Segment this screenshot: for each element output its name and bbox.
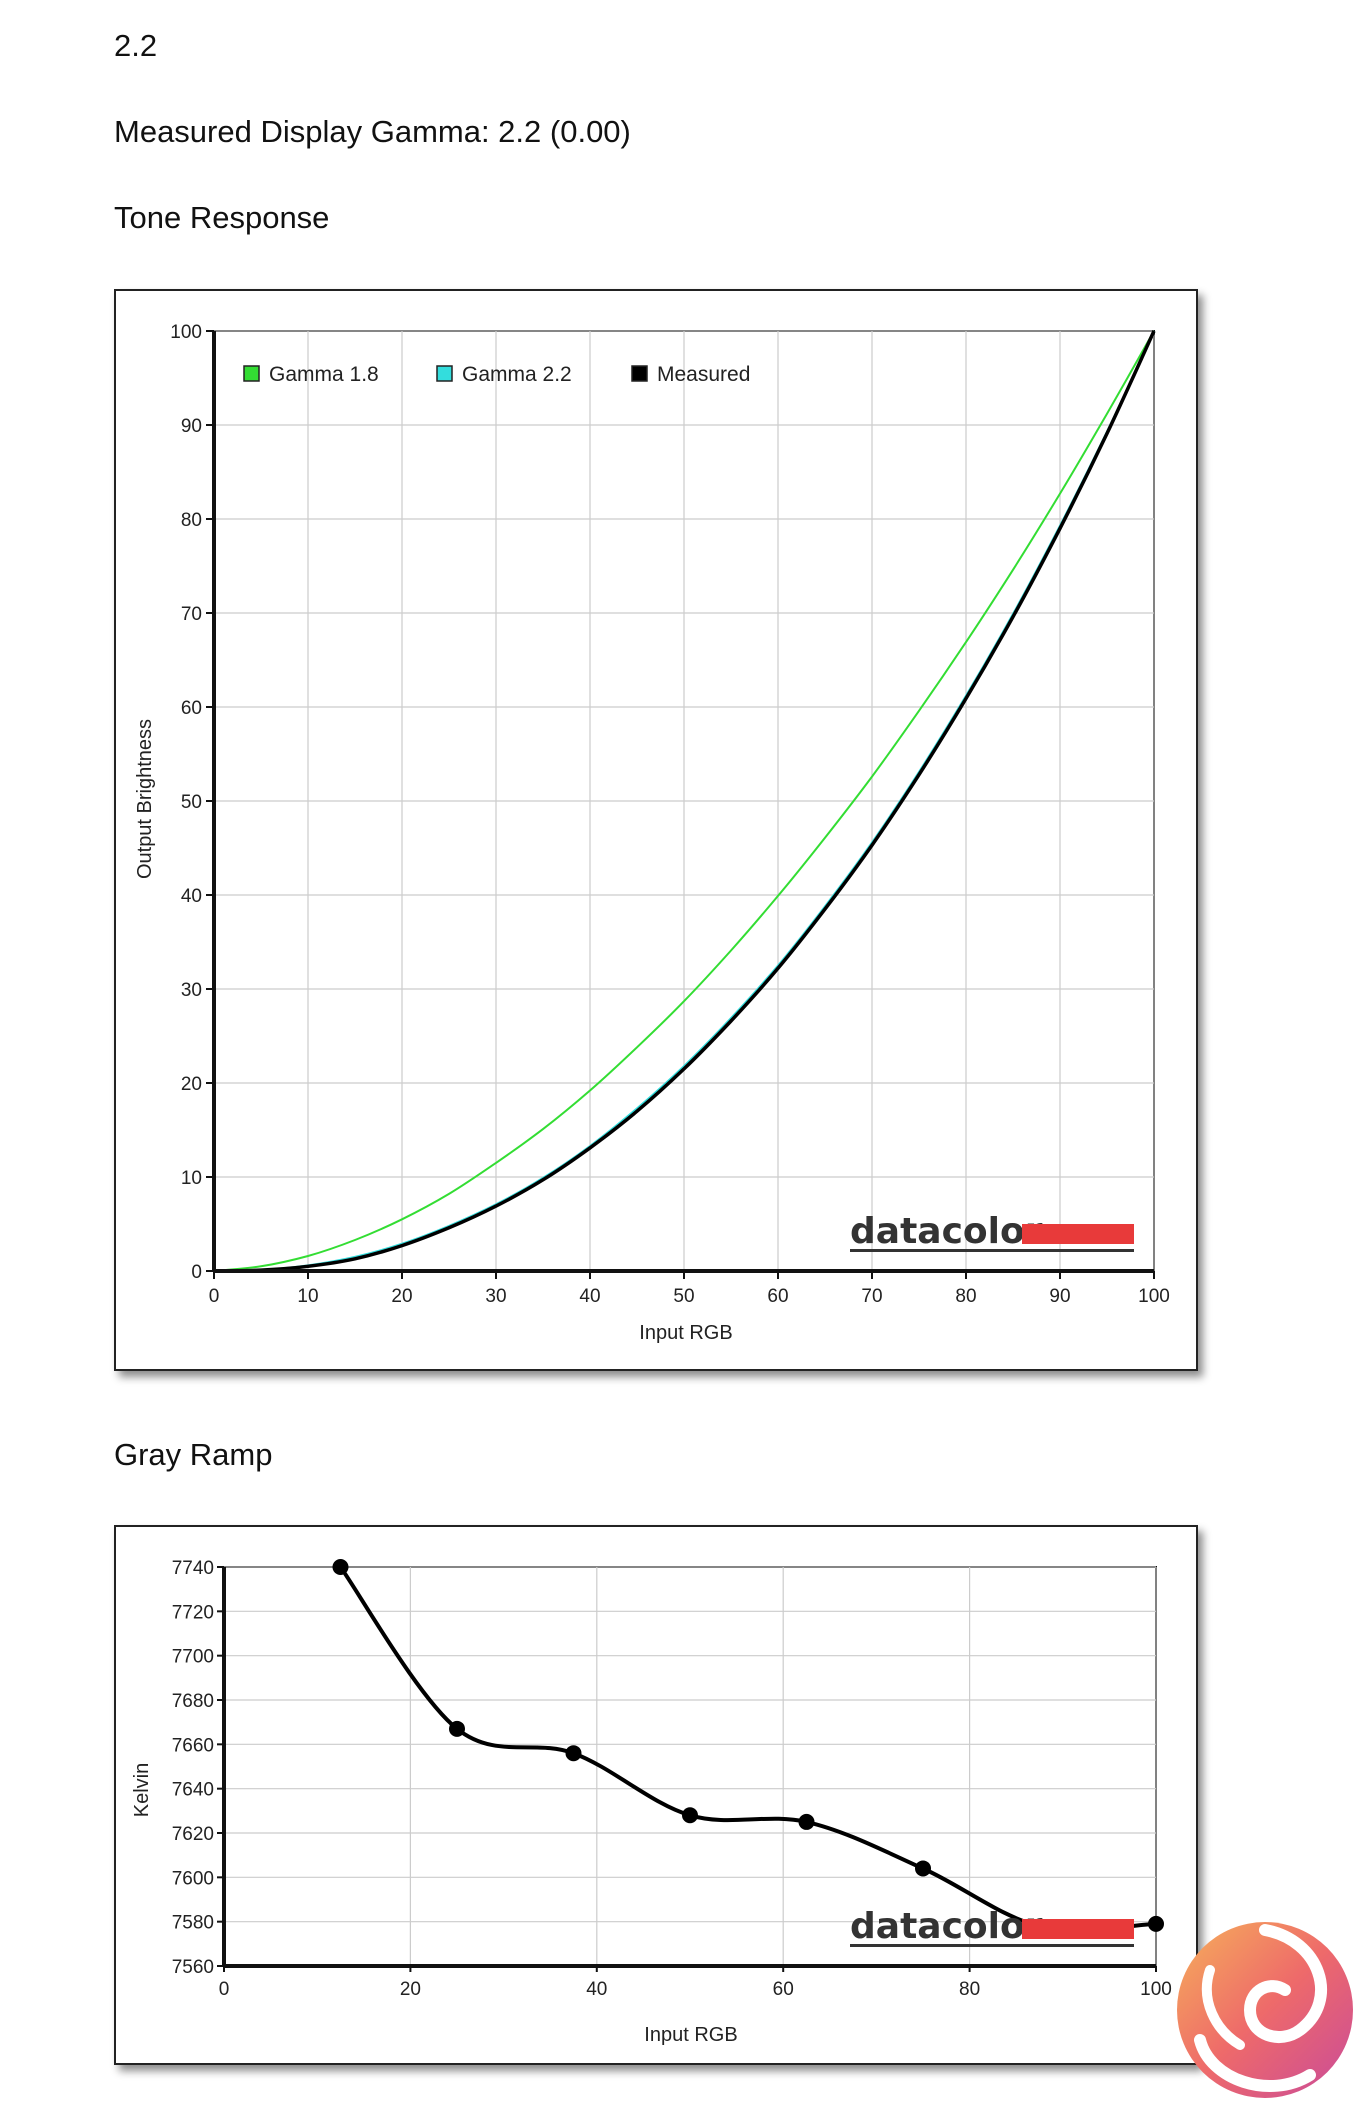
datacolor-logo-underline <box>850 1249 1134 1252</box>
gray-y-tick-label: 7680 <box>172 1691 214 1712</box>
gray-plot-area <box>223 1566 1157 1967</box>
tone-x-tick-label: 100 <box>1138 1286 1170 1307</box>
tone-series-lines <box>213 330 1156 1273</box>
tone-y-tick-label: 40 <box>181 886 202 907</box>
gray-y-tick-label: 7660 <box>172 1735 214 1756</box>
gray-y-tick-label: 7560 <box>172 1957 214 1978</box>
tone-x-tick-label: 90 <box>1049 1286 1070 1307</box>
gray-y-tick-label: 7620 <box>172 1824 214 1845</box>
gray-axes <box>217 1566 1157 1972</box>
legend-swatch-measured <box>631 365 648 382</box>
tone-response-heading: Tone Response <box>114 200 330 235</box>
tone-y-tick-label: 0 <box>191 1262 202 1283</box>
datacolor-logo-underline <box>850 1944 1134 1947</box>
tone-response-chart-panel: 0 10 20 30 40 50 60 70 80 90 100 0 10 20 30 40 50 60 70 80 9… <box>114 289 1198 1371</box>
gray-x-tick-label: 80 <box>959 1979 980 2000</box>
gray-y-tick-label: 7580 <box>172 1913 214 1934</box>
gray-data-point <box>682 1807 698 1824</box>
gray-x-tick-label: 40 <box>586 1979 607 2000</box>
gray-y-tick-label: 7740 <box>172 1558 214 1579</box>
tone-x-tick-label: 10 <box>297 1286 318 1307</box>
gray-ramp-chart: 0 20 40 60 80 100 7560 7580 7600 7620 7640 7660 7680… <box>131 1558 1172 2046</box>
datacolor-logo: datacolor <box>850 1211 1134 1252</box>
gray-x-tick-label: 100 <box>1140 1979 1172 2000</box>
gray-x-tick-label: 60 <box>773 1979 794 2000</box>
tone-x-tick-label: 60 <box>767 1286 788 1307</box>
gray-y-axis-label: Kelvin <box>131 1763 153 1817</box>
series-line-gamma-1-8 <box>213 330 1155 1272</box>
gray-y-tick-label: 7720 <box>172 1602 214 1623</box>
gray-markers <box>332 1559 1164 1932</box>
tone-x-tick-label: 70 <box>861 1286 882 1307</box>
gray-y-tick-label: 7640 <box>172 1780 214 1801</box>
measured-gamma-text: Measured Display Gamma: 2.2 (0.00) <box>114 114 631 149</box>
tone-legend: Gamma 1.8 Gamma 2.2 Measured <box>243 363 750 386</box>
gray-data-point <box>449 1720 465 1737</box>
legend-label-measured: Measured <box>657 363 750 386</box>
gray-ramp-chart-panel: 0 20 40 60 80 100 7560 7580 7600 7620 7640 7660 7680… <box>114 1525 1198 2065</box>
site-logo-icon <box>1177 1922 1353 2098</box>
tone-x-tick-label: 50 <box>673 1286 694 1307</box>
gray-y-tick-label: 7700 <box>172 1647 214 1668</box>
tone-y-tick-label: 60 <box>181 698 202 719</box>
legend-label-gamma-1-8: Gamma 1.8 <box>269 363 379 386</box>
tone-y-tick-label: 10 <box>181 1168 202 1189</box>
gray-data-point <box>565 1745 582 1762</box>
gray-data-point <box>798 1813 815 1830</box>
gray-data-point <box>1148 1915 1164 1932</box>
datacolor-logo-text: datacolor <box>850 1906 1043 1947</box>
legend-label-gamma-2-2: Gamma 2.2 <box>462 363 572 386</box>
tone-y-tick-label: 20 <box>181 1074 202 1095</box>
tone-tick-labels: 0 10 20 30 40 50 60 70 80 90 100 0 10 20 30 40 50 60 70 80 9… <box>170 322 1170 1307</box>
tone-x-tick-label: 30 <box>485 1286 506 1307</box>
tone-x-axis-label: Input RGB <box>639 1322 732 1344</box>
tone-x-tick-label: 0 <box>209 1286 220 1307</box>
tone-y-tick-label: 80 <box>181 510 202 531</box>
datacolor-logo: datacolor <box>850 1906 1134 1947</box>
gray-tick-labels: 0 20 40 60 80 100 7560 7580 7600 7620 7640 7660 7680… <box>172 1558 1172 2000</box>
gray-data-point <box>915 1860 931 1877</box>
tone-x-tick-label: 20 <box>391 1286 412 1307</box>
tone-x-tick-label: 40 <box>579 1286 600 1307</box>
series-line-measured <box>213 330 1156 1273</box>
legend-swatch-gamma-1-8 <box>243 365 260 382</box>
datacolor-logo-bar <box>1022 1224 1134 1244</box>
tone-y-tick-label: 50 <box>181 792 202 813</box>
datacolor-logo-bar <box>1022 1919 1134 1939</box>
tone-y-axis-label: Output Brightness <box>134 719 156 879</box>
gray-ramp-heading: Gray Ramp <box>114 1437 273 1472</box>
gamma-value: 2.2 <box>114 28 158 63</box>
gray-x-axis-label: Input RGB <box>644 2024 737 2046</box>
tone-y-tick-label: 100 <box>170 322 202 343</box>
tone-y-tick-label: 30 <box>181 980 202 1001</box>
datacolor-logo-text: datacolor <box>850 1211 1043 1252</box>
gray-x-tick-label: 0 <box>219 1979 230 2000</box>
tone-axes <box>206 330 1155 1279</box>
tone-response-chart: 0 10 20 30 40 50 60 70 80 90 100 0 10 20 30 40 50 60 70 80 9… <box>134 322 1170 1344</box>
tone-grid <box>213 330 1155 1272</box>
gray-data-point <box>332 1559 349 1575</box>
tone-x-tick-label: 80 <box>955 1286 976 1307</box>
tone-y-tick-label: 90 <box>181 416 202 437</box>
gray-x-tick-label: 20 <box>400 1979 421 2000</box>
legend-swatch-gamma-2-2 <box>436 365 453 382</box>
gray-y-tick-label: 7600 <box>172 1868 214 1889</box>
tone-y-tick-label: 70 <box>181 604 202 625</box>
